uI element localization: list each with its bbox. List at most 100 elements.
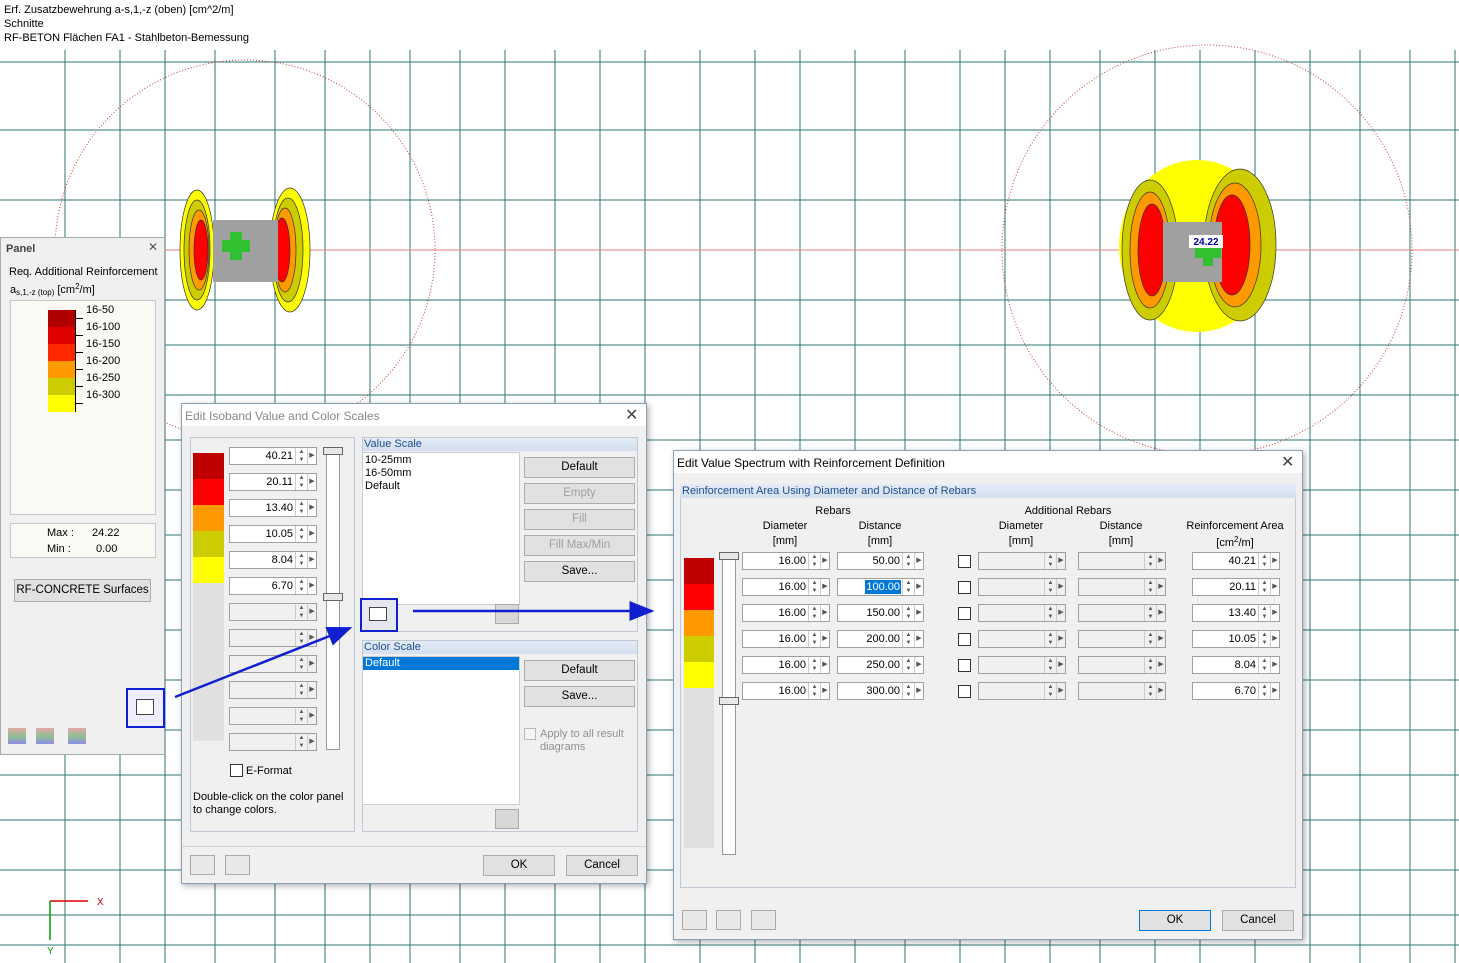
edit-button[interactable] — [225, 855, 250, 875]
spinner-arrow[interactable]: ▶ — [1270, 683, 1279, 699]
input-field[interactable]: 20.11 ▲ ▼ ▶ — [229, 473, 317, 491]
spinner-arrow[interactable]: ▶ — [914, 553, 923, 569]
panel-tab[interactable] — [36, 728, 54, 744]
input-field[interactable]: 10.05 ▲ ▼ ▶ — [1192, 630, 1280, 648]
spinner-arrow[interactable]: ▶ — [307, 474, 316, 490]
spinner[interactable]: ▲ ▼ — [1044, 631, 1056, 647]
spinner-arrow[interactable]: ▶ — [307, 448, 316, 464]
spinner[interactable]: ▲ ▼ — [1258, 579, 1270, 595]
panel-tab[interactable] — [8, 728, 26, 744]
checkbox[interactable] — [958, 581, 971, 594]
spinner-arrow[interactable]: ▶ — [307, 604, 316, 620]
spinner[interactable]: ▲ ▼ — [902, 605, 914, 621]
input-field[interactable]: 8.04 ▲ ▼ ▶ — [229, 551, 317, 569]
input-field[interactable]: 50.00 ▲ ▼ ▶ — [837, 552, 924, 570]
button[interactable]: Default — [524, 660, 635, 681]
checkbox[interactable] — [958, 555, 971, 568]
button[interactable]: Cancel — [566, 855, 638, 876]
spinner[interactable]: ▲ ▼ — [295, 708, 307, 724]
spinner-arrow[interactable]: ▶ — [1270, 553, 1279, 569]
spinner[interactable]: ▲ ▼ — [902, 631, 914, 647]
input-field[interactable]: 16.00 ▲ ▼ ▶ — [742, 682, 830, 700]
input-field[interactable]: 6.70 ▲ ▼ ▶ — [1192, 682, 1280, 700]
input-field[interactable]: 150.00 ▲ ▼ ▶ — [837, 604, 924, 622]
spinner[interactable]: ▲ ▼ — [1044, 579, 1056, 595]
input-field[interactable]: 200.00 ▲ ▼ ▶ — [837, 630, 924, 648]
spinner-arrow[interactable]: ▶ — [914, 683, 923, 699]
spinner[interactable]: ▲ ▼ — [808, 605, 820, 621]
spinner-arrow[interactable]: ▶ — [307, 734, 316, 750]
input-field[interactable]: 13.40 ▲ ▼ ▶ — [229, 499, 317, 517]
spinner[interactable]: ▲ ▼ — [295, 474, 307, 490]
spinner-arrow[interactable]: ▶ — [1270, 657, 1279, 673]
delete-button[interactable] — [495, 809, 519, 829]
input-field[interactable]: 20.11 ▲ ▼ ▶ — [1192, 578, 1280, 596]
button[interactable]: Save... — [524, 561, 635, 582]
input-field[interactable]: 16.00 ▲ ▼ ▶ — [742, 604, 830, 622]
spinner[interactable]: ▲ ▼ — [1258, 553, 1270, 569]
close-button[interactable]: ✕ — [148, 240, 159, 254]
spinner[interactable]: ▲ ▼ — [1144, 657, 1156, 673]
spinner-arrow[interactable]: ▶ — [1270, 579, 1279, 595]
spinner[interactable]: ▲ ▼ — [1258, 605, 1270, 621]
help-button[interactable] — [682, 910, 707, 930]
spinner[interactable]: ▲ ▼ — [295, 656, 307, 672]
spinner-arrow[interactable]: ▶ — [1156, 579, 1165, 595]
close-button[interactable]: ✕ — [625, 407, 639, 424]
spinner-arrow[interactable]: ▶ — [1056, 553, 1065, 569]
button[interactable]: RF-CONCRETE Surfaces — [14, 579, 151, 602]
spinner-arrow[interactable]: ▶ — [1270, 605, 1279, 621]
spinner[interactable]: ▲ ▼ — [1144, 579, 1156, 595]
spinner[interactable]: ▲ ▼ — [1044, 657, 1056, 673]
spinner-arrow[interactable]: ▶ — [1270, 631, 1279, 647]
spinner-arrow[interactable]: ▶ — [1056, 657, 1065, 673]
slider-thumb[interactable] — [323, 447, 343, 455]
spinner-arrow[interactable]: ▶ — [1156, 553, 1165, 569]
input-field[interactable]: 250.00 ▲ ▼ ▶ — [837, 656, 924, 674]
sort-button[interactable] — [716, 910, 741, 930]
spinner[interactable]: ▲ ▼ — [295, 630, 307, 646]
spinner[interactable]: ▲ ▼ — [1144, 631, 1156, 647]
spinner-arrow[interactable]: ▶ — [1056, 683, 1065, 699]
checkbox[interactable] — [958, 633, 971, 646]
spinner-arrow[interactable]: ▶ — [307, 500, 316, 516]
input-field[interactable]: 13.40 ▲ ▼ ▶ — [1192, 604, 1280, 622]
spinner[interactable]: ▲ ▼ — [295, 526, 307, 542]
input-field[interactable]: 40.21 ▲ ▼ ▶ — [1192, 552, 1280, 570]
close-button[interactable]: ✕ — [1281, 454, 1295, 471]
spinner[interactable]: ▲ ▼ — [808, 553, 820, 569]
spinner-arrow[interactable]: ▶ — [307, 708, 316, 724]
spinner[interactable]: ▲ ▼ — [808, 631, 820, 647]
spinner[interactable]: ▲ ▼ — [902, 657, 914, 673]
spinner[interactable]: ▲ ▼ — [295, 578, 307, 594]
spinner[interactable]: ▲ ▼ — [902, 579, 914, 595]
checkbox[interactable] — [524, 728, 536, 740]
spinner-arrow[interactable]: ▶ — [307, 682, 316, 698]
input-field[interactable]: 40.21 ▲ ▼ ▶ — [229, 447, 317, 465]
spinner[interactable]: ▲ ▼ — [295, 604, 307, 620]
input-field[interactable]: 300.00 ▲ ▼ ▶ — [837, 682, 924, 700]
spinner[interactable]: ▲ ▼ — [1258, 631, 1270, 647]
spinner-arrow[interactable]: ▶ — [307, 552, 316, 568]
spinner-arrow[interactable]: ▶ — [1056, 631, 1065, 647]
input-field[interactable]: 10.05 ▲ ▼ ▶ — [229, 525, 317, 543]
spinner-arrow[interactable]: ▶ — [1156, 683, 1165, 699]
spinner-arrow[interactable]: ▶ — [307, 656, 316, 672]
spinner-arrow[interactable]: ▶ — [820, 657, 829, 673]
checkbox[interactable] — [958, 607, 971, 620]
spinner-arrow[interactable]: ▶ — [307, 526, 316, 542]
spinner-arrow[interactable]: ▶ — [1156, 605, 1165, 621]
spinner-arrow[interactable]: ▶ — [820, 553, 829, 569]
spinner[interactable]: ▲ ▼ — [1044, 683, 1056, 699]
spinner-arrow[interactable]: ▶ — [1156, 631, 1165, 647]
spinner[interactable]: ▲ ▼ — [1258, 657, 1270, 673]
spinner-arrow[interactable]: ▶ — [820, 605, 829, 621]
spinner[interactable]: ▲ ▼ — [1144, 553, 1156, 569]
checkbox[interactable] — [230, 764, 243, 777]
spinner[interactable]: ▲ ▼ — [902, 683, 914, 699]
help-button[interactable] — [190, 855, 215, 875]
spinner[interactable]: ▲ ▼ — [1044, 553, 1056, 569]
spinner-arrow[interactable]: ▶ — [820, 631, 829, 647]
spinner-arrow[interactable]: ▶ — [307, 630, 316, 646]
slider-thumb[interactable] — [719, 697, 739, 705]
